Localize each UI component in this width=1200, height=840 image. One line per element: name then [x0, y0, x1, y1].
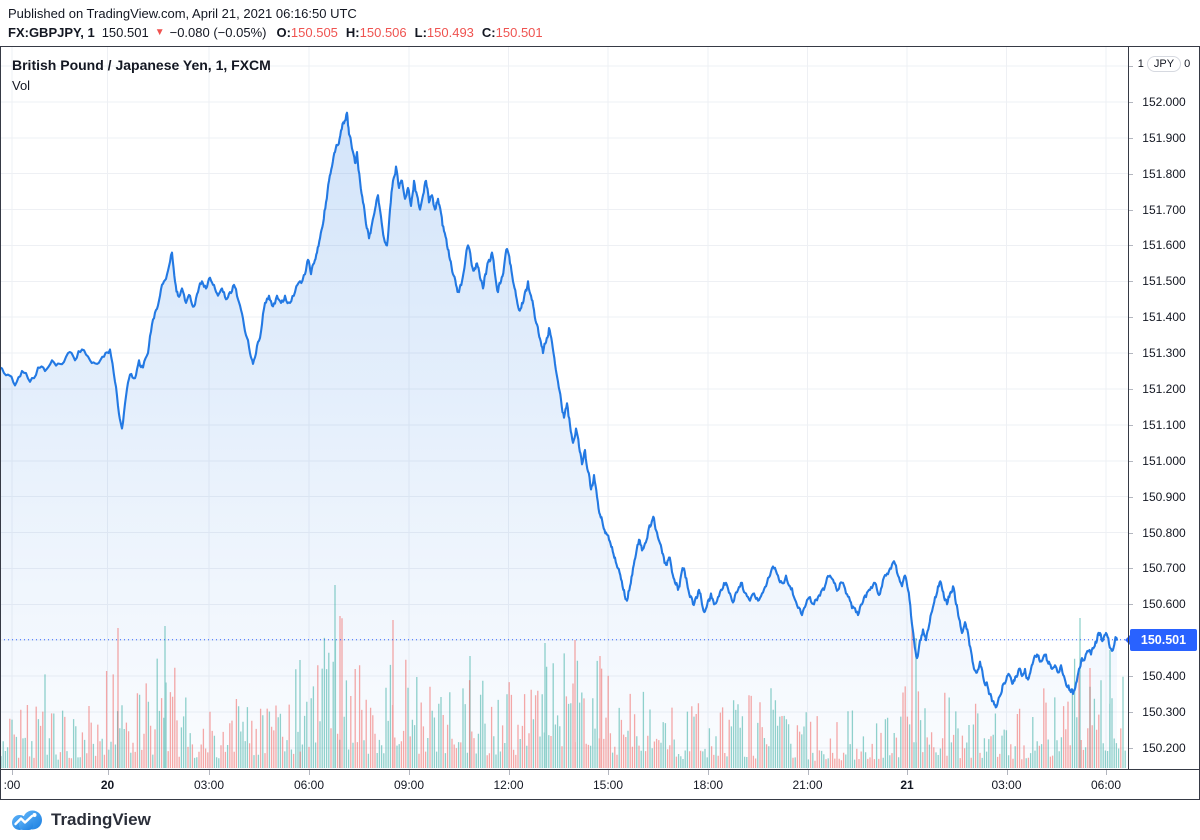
volume-indicator-label: Vol	[12, 78, 31, 93]
high-value: 150.506	[359, 25, 407, 40]
price-axis-label: 151.200	[1142, 381, 1186, 396]
time-axis-tick	[907, 770, 908, 775]
time-axis-label: 03:00	[193, 778, 225, 792]
chart-legend: British Pound / Japanese Yen, 1, FXCM Vo…	[12, 57, 271, 93]
price-axis-divider	[1128, 46, 1129, 770]
price-axis-tick	[1129, 66, 1133, 67]
published-caption: Published on TradingView.com, April 21, …	[8, 6, 357, 21]
time-axis-label: :00	[3, 778, 21, 792]
down-arrow-icon: ▼	[154, 27, 165, 38]
brand-name: TradingView	[51, 810, 151, 829]
price-axis-label: 150.600	[1142, 597, 1186, 612]
symbol-info-line: FX:GBPJPY, 1 150.501 ▼ −0.080 (−0.05%) O…	[8, 25, 551, 40]
price-axis-tick	[1129, 138, 1133, 139]
last-price-badge: 150.501	[1125, 628, 1197, 651]
volume-bars-up	[0, 585, 1126, 768]
time-axis-tick	[807, 770, 809, 775]
time-axis-tick	[608, 770, 609, 775]
price-axis-tick	[1129, 676, 1133, 677]
time-axis-label: 15:00	[592, 778, 624, 792]
price-axis-label: 151.600	[1142, 238, 1186, 253]
time-axis-label: 03:00	[991, 778, 1022, 792]
price-axis-label: 150.300	[1142, 704, 1186, 719]
time-axis-tick	[209, 770, 210, 775]
price-axis-tick	[1129, 461, 1133, 462]
price-axis-label: 151.500	[1142, 274, 1186, 289]
price-axis-tick	[1129, 102, 1133, 103]
time-axis-label: 06:00	[293, 778, 325, 792]
open-label: O:	[276, 25, 291, 40]
time-axis-label: 21	[900, 778, 914, 792]
open-value: 150.505	[290, 25, 338, 40]
time-axis-tick	[1106, 770, 1107, 775]
price-axis-tick	[1129, 497, 1133, 498]
time-axis-tick	[409, 770, 410, 775]
low-label: L:	[414, 25, 427, 40]
time-axis[interactable]: :00 20 03:00 06:00 09:00 12:00 15:00 18:00 21:00…	[0, 770, 1200, 800]
time-axis-tick	[107, 770, 109, 775]
price-axis-tick	[1129, 533, 1133, 534]
chart-frame-left	[0, 46, 1, 800]
axis-toggle-left: 1	[1137, 58, 1144, 70]
price-axis-label: 150.800	[1142, 525, 1186, 540]
price-axis[interactable]: 1 JPY 0 150.501 152.000 151.900 151.800 151…	[1125, 47, 1199, 769]
price-axis-label: 150.200	[1142, 740, 1186, 755]
price-line	[0, 111, 1119, 709]
price-axis-tick	[1129, 317, 1133, 318]
chart-frame-bottom	[0, 769, 1200, 770]
price-axis-tick	[1129, 568, 1133, 569]
price-axis-label: 151.700	[1142, 202, 1186, 217]
axis-toggle-right: 0	[1184, 58, 1191, 70]
price-axis-tick	[1129, 425, 1133, 426]
price-axis-label: 150.400	[1142, 669, 1186, 684]
time-axis-label: 09:00	[393, 778, 425, 792]
price-axis-tick	[1129, 281, 1133, 282]
last-price: 150.501	[101, 25, 149, 40]
tradingview-logo-icon	[12, 810, 42, 830]
time-axis-label: 06:00	[1090, 778, 1122, 792]
price-axis-tick	[1129, 210, 1133, 211]
low-value: 150.493	[426, 25, 474, 40]
price-axis-label: 151.000	[1142, 453, 1186, 468]
time-axis-label: 20	[100, 778, 115, 792]
price-axis-tick	[1129, 245, 1133, 246]
price-change: −0.080 (−0.05%)	[169, 25, 267, 40]
tradingview-brand[interactable]: TradingView	[10, 804, 151, 836]
time-axis-bottom-border	[0, 799, 1200, 800]
price-axis-tick	[1129, 389, 1133, 390]
close-value: 150.501	[495, 25, 543, 40]
price-axis-tick	[1129, 604, 1133, 605]
price-axis-tick	[1129, 353, 1133, 354]
price-axis-label: 151.900	[1142, 130, 1186, 145]
price-axis-label: 152.000	[1142, 94, 1186, 109]
time-axis-tick	[309, 770, 310, 775]
price-axis-label: 150.900	[1142, 489, 1186, 504]
time-axis-label: 12:00	[493, 778, 524, 792]
chart-frame-top	[0, 46, 1200, 47]
axis-unit-toggle[interactable]: 1 JPY 0	[1129, 56, 1199, 72]
price-axis-tick	[1129, 174, 1133, 175]
price-axis-label: 151.400	[1142, 310, 1186, 325]
area-fill	[0, 112, 1117, 769]
price-chart[interactable]	[0, 47, 1128, 769]
currency-pill[interactable]: JPY	[1146, 56, 1182, 72]
high-label: H:	[345, 25, 360, 40]
volume-bars-down	[9, 616, 1122, 768]
time-axis-tick	[12, 770, 13, 775]
time-axis-tick	[508, 770, 510, 775]
time-axis-tick	[1006, 770, 1008, 775]
price-axis-tick	[1129, 748, 1133, 749]
price-axis-label: 151.100	[1142, 417, 1186, 432]
time-axis-label: 18:00	[692, 778, 724, 792]
price-axis-label: 151.300	[1142, 346, 1186, 361]
price-axis-label: 150.700	[1142, 561, 1186, 576]
price-axis-label: 151.800	[1142, 166, 1186, 181]
close-label: C:	[481, 25, 496, 40]
price-axis-tick	[1129, 712, 1133, 713]
chart-title: British Pound / Japanese Yen, 1, FXCM	[12, 57, 271, 73]
time-axis-label: 21:00	[792, 778, 823, 792]
time-axis-tick	[708, 770, 709, 775]
symbol-name: FX:GBPJPY, 1	[8, 25, 95, 40]
